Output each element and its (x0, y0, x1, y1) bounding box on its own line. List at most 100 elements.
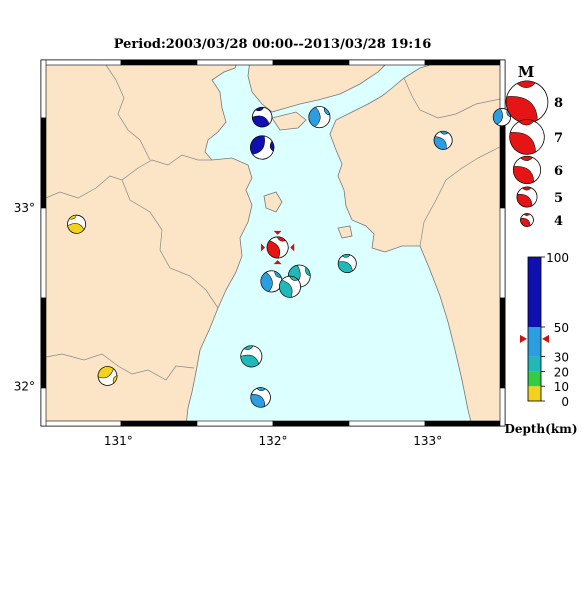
shikoku-land (329, 60, 505, 426)
beachball-compression-quadrant (523, 213, 530, 216)
magnitude-legend-ball (520, 213, 534, 227)
depth-tick-label: 50 (554, 321, 569, 335)
frame-segment (272, 59, 350, 66)
frame-segment (348, 59, 426, 66)
frame-segment (499, 297, 506, 389)
magnitude-legend-title: M (518, 63, 535, 81)
beachball-compression-quadrant (341, 254, 351, 258)
magnitude-legend-label: 5 (554, 191, 563, 206)
frame-segment (499, 117, 506, 209)
magnitude-legend-ball (512, 155, 542, 185)
depth-color-band (528, 371, 541, 387)
frame-segment (120, 59, 198, 66)
frame-segment (40, 420, 122, 427)
beachball-compression-quadrant (269, 140, 275, 152)
depth-tick-label: 0 (561, 395, 569, 409)
depth-tick-label: 10 (554, 380, 569, 394)
prefecture-borders (41, 61, 505, 381)
beachball-compression-quadrant (323, 107, 331, 116)
frame-segment (40, 117, 47, 209)
magnitude-legend-ball (516, 186, 538, 208)
beachball-compression-quadrant (250, 393, 266, 408)
frame-segment (272, 420, 350, 427)
event-beachball (251, 106, 273, 128)
beachball-compression-quadrant (260, 271, 273, 292)
longitude-tick-label: 133° (413, 434, 442, 448)
beachball-compression-quadrant (520, 218, 531, 227)
island (337, 225, 353, 239)
magnitude-legend-label: 8 (554, 96, 563, 111)
longitude-tick-label: 132° (259, 434, 288, 448)
longitude-tick-label: 131° (104, 434, 133, 448)
magnitude-legend-label: 4 (554, 214, 563, 229)
beachball-compression-quadrant (509, 132, 536, 155)
beachball-compression-quadrant (519, 156, 533, 161)
beachball-compression-quadrant (243, 345, 254, 350)
frame-segment (348, 420, 426, 427)
beachball-compression-quadrant (252, 115, 270, 128)
beachball-compression-quadrant (254, 107, 264, 112)
mainshock-pointer (273, 230, 282, 235)
frame-segment (196, 420, 274, 427)
beachball-compression-quadrant (439, 131, 449, 135)
depth-color-band (528, 327, 541, 357)
event-beachball (250, 387, 271, 408)
kyushu-land (41, 60, 253, 426)
beachball-compression-quadrant (256, 387, 266, 391)
beachball-compression-quadrant (516, 80, 536, 88)
frame-segment (40, 207, 47, 299)
beachball-compression-quadrant (279, 279, 293, 298)
depth-tick-label: 100 (546, 251, 569, 265)
event-beachball (67, 214, 87, 234)
beachball-compression-quadrant (112, 375, 118, 384)
beachball-compression-quadrant (274, 270, 282, 278)
mainshock-pointer (273, 260, 282, 265)
frame-segment (40, 59, 47, 119)
depth-marker-right (542, 334, 549, 343)
beachball-compression-quadrant (240, 354, 260, 368)
island (263, 191, 283, 213)
magnitude-legend-label: 7 (554, 131, 563, 146)
frame-segment (40, 297, 47, 389)
longitude-labels: 131° 132° 133° (104, 434, 442, 448)
mainshock-pointer (290, 243, 295, 252)
frame-bars (40, 59, 506, 427)
frame-segment (40, 59, 122, 66)
frame-segment (499, 207, 506, 299)
mainshock-pointer (261, 243, 266, 252)
beachball-compression-quadrant (276, 236, 286, 242)
island (271, 111, 307, 131)
event-beachball (97, 366, 118, 386)
frame-segment (499, 387, 506, 427)
beachball-compression-quadrant (492, 108, 503, 125)
frame-segment (424, 420, 506, 427)
event-beachball (337, 254, 357, 274)
magnitude-legend: M 8 7 6 5 4 (505, 63, 563, 229)
beachball-compression-quadrant (67, 223, 85, 234)
beachball-compression-quadrant (308, 106, 321, 128)
beachball-compression-quadrant (513, 166, 535, 184)
beachball-compression-quadrant (518, 119, 535, 126)
latitude-tick-label: 33° (14, 201, 35, 215)
event-beachball (240, 345, 263, 368)
latitude-labels: 33° 32° (14, 201, 35, 394)
beachball-compression-quadrant (288, 275, 299, 281)
beachball-compression-quadrant (250, 135, 265, 155)
latitude-tick-label: 32° (14, 380, 35, 394)
map-title: Period:2003/03/28 00:00--2013/03/28 19:1… (113, 37, 432, 52)
magnitude-legend-ball (509, 119, 545, 155)
magnitude-legend-ball (505, 80, 549, 124)
depth-marker-left (520, 334, 527, 343)
beachball-compression-quadrant (305, 266, 311, 277)
honshu-land (247, 60, 391, 113)
frame-segment (40, 387, 47, 427)
beachball-compression-quadrant (266, 240, 281, 259)
event-beachball (433, 130, 453, 150)
frame-segment (196, 59, 274, 66)
mainshock-beachball (266, 236, 289, 259)
depth-tick-label: 20 (554, 365, 569, 379)
magnitude-legend-label: 6 (554, 164, 563, 179)
depth-color-band (528, 257, 541, 327)
